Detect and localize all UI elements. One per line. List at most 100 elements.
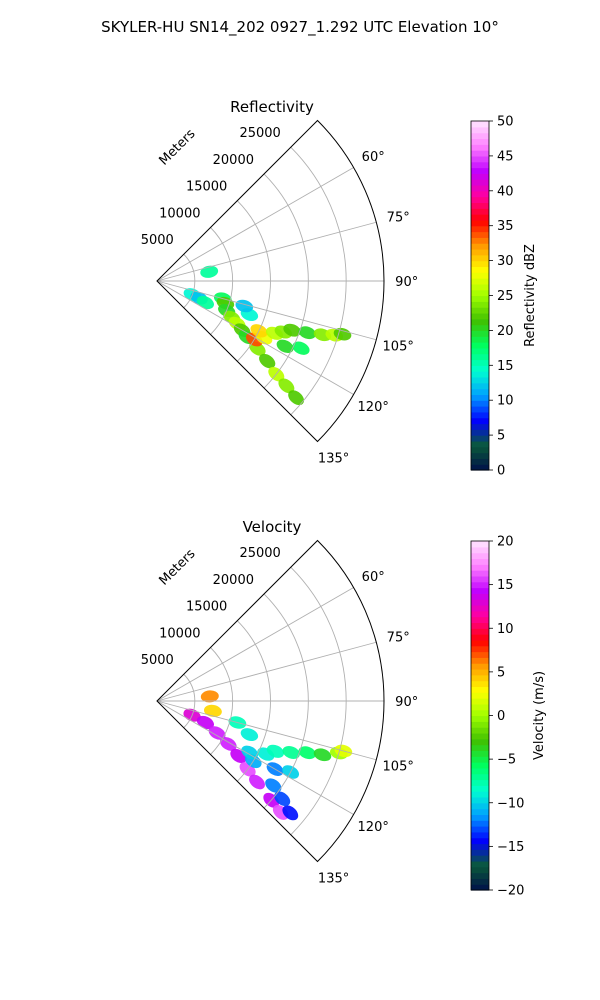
colorbar-segment [471, 231, 489, 238]
velocity-tick-labels: 5000 10000 15000 20000 25000 Meters 60° 75° 90° 1… [141, 546, 419, 886]
colorbar-segment [471, 353, 489, 361]
colorbar-segment [471, 738, 489, 746]
colorbar-segment [471, 254, 489, 262]
colorbar-label: Velocity (m/s) [532, 671, 547, 760]
velocity-title: Velocity [243, 518, 302, 536]
colorbar-segment [471, 849, 489, 856]
radar-cell [196, 715, 214, 730]
colorbar-segment [471, 336, 489, 343]
colorbar-tick-label: 5 [497, 429, 505, 444]
colorbar-tick-label: 0 [497, 709, 505, 724]
colorbar-segment [471, 167, 489, 174]
colorbar-segment [471, 628, 489, 635]
azimuth-tick-label: 135° [318, 452, 349, 467]
radar-cell [274, 791, 291, 807]
colorbar-segment [471, 732, 489, 740]
colorbar-segment [471, 756, 489, 763]
colorbar-segment [471, 347, 489, 355]
colorbar-tick-label: −10 [497, 796, 524, 811]
colorbar-segment [471, 721, 489, 728]
radar-cell [219, 736, 237, 751]
colorbar-segment [471, 208, 489, 215]
colorbar-segment [471, 552, 489, 560]
reflectivity-panel: Reflectivity 5000 10000 15000 20000 25000 Met… [141, 98, 538, 479]
colorbar-segment [471, 837, 489, 845]
radar-cell [282, 746, 300, 759]
radar-cell [333, 327, 352, 341]
colorbar-segment [471, 541, 489, 548]
colorbar-segment [471, 429, 489, 436]
colorbar-segment [471, 593, 489, 600]
colorbar-segment [471, 634, 489, 641]
colorbar-segment [471, 359, 489, 366]
colorbar-segment [471, 831, 489, 839]
radar-cell [292, 341, 310, 355]
radar-cell [259, 353, 276, 369]
colorbar-segment [471, 173, 489, 180]
colorbar-segment [471, 610, 489, 618]
colorbar-segment [471, 144, 489, 151]
radial-tick-label: 25000 [239, 126, 280, 141]
colorbar-segment [471, 365, 489, 372]
radar-cell [298, 746, 316, 760]
reflectivity-grid [156, 119, 385, 443]
radial-tick-label: 15000 [186, 180, 227, 195]
reflectivity-colorbar: 0 5 10 15 20 25 30 35 40 45 50 Reflectivity dBZ [470, 115, 538, 479]
colorbar-segment [471, 190, 489, 198]
radar-cell [266, 744, 285, 758]
colorbar-tick-label: −15 [497, 840, 524, 855]
colorbar-segment [471, 773, 489, 781]
azimuth-tick-label: 75° [387, 210, 410, 225]
colorbar-segment [471, 161, 489, 169]
colorbar-tick-label: 30 [497, 254, 514, 269]
colorbar-segment [471, 440, 489, 448]
colorbar-segment [471, 570, 489, 577]
colorbar-segment [471, 423, 489, 430]
colorbar-segment [471, 289, 489, 297]
colorbar-segment [471, 307, 489, 314]
colorbar-segment [471, 587, 489, 594]
radar-cell [241, 745, 259, 760]
colorbar-segment [471, 138, 489, 145]
colorbar-segment [471, 668, 489, 676]
azimuth-spoke [156, 280, 354, 395]
velocity-panel: Velocity 5000 10000 15000 20000 25000 Meters 6… [141, 518, 547, 899]
colorbar-segment [471, 179, 489, 186]
colorbar-segment [471, 237, 489, 244]
radial-axis-label: Meters [157, 546, 199, 588]
radar-cell [265, 778, 282, 793]
colorbar-tick-label: 10 [497, 622, 514, 637]
sector-frame [156, 119, 385, 443]
azimuth-tick-label: 60° [362, 150, 385, 165]
colorbar-segment [471, 202, 489, 209]
radar-cell [278, 378, 295, 394]
colorbar-segment [471, 866, 489, 874]
colorbar-segment [471, 698, 489, 705]
colorbar-segment [471, 435, 489, 442]
radar-cell [200, 690, 219, 703]
reflectivity-title: Reflectivity [230, 98, 314, 116]
colorbar-segment [471, 680, 489, 688]
colorbar-tick-label: 5 [497, 665, 505, 680]
reflectivity-tick-labels: 5000 10000 15000 20000 25000 Meters 60° 75° 90° 1… [141, 126, 419, 466]
colorbar-segment [471, 371, 489, 378]
colorbar-segment [471, 406, 489, 413]
azimuth-tick-label: 60° [362, 570, 385, 585]
colorbar-tick-label: 25 [497, 289, 514, 304]
azimuth-tick-label: 105° [383, 340, 414, 355]
radar-cell [282, 805, 299, 821]
colorbar-segment [471, 709, 489, 717]
colorbar-segment [471, 657, 489, 664]
colorbar-segment [471, 639, 489, 647]
colorbar-segment [471, 324, 489, 331]
velocity-colorbar: −20 −15 −10 −5 0 5 10 15 20 Velocity (m/s) [470, 535, 547, 899]
colorbar-segment [471, 155, 489, 163]
azimuth-tick-label: 90° [395, 275, 418, 290]
colorbar-tick-label: 10 [497, 394, 514, 409]
colorbar-tick-label: 15 [497, 578, 514, 593]
azimuth-tick-label: 75° [387, 630, 410, 645]
colorbar-segment [471, 330, 489, 337]
colorbar-tick-label: 15 [497, 359, 514, 374]
radial-tick-label: 5000 [141, 233, 174, 248]
